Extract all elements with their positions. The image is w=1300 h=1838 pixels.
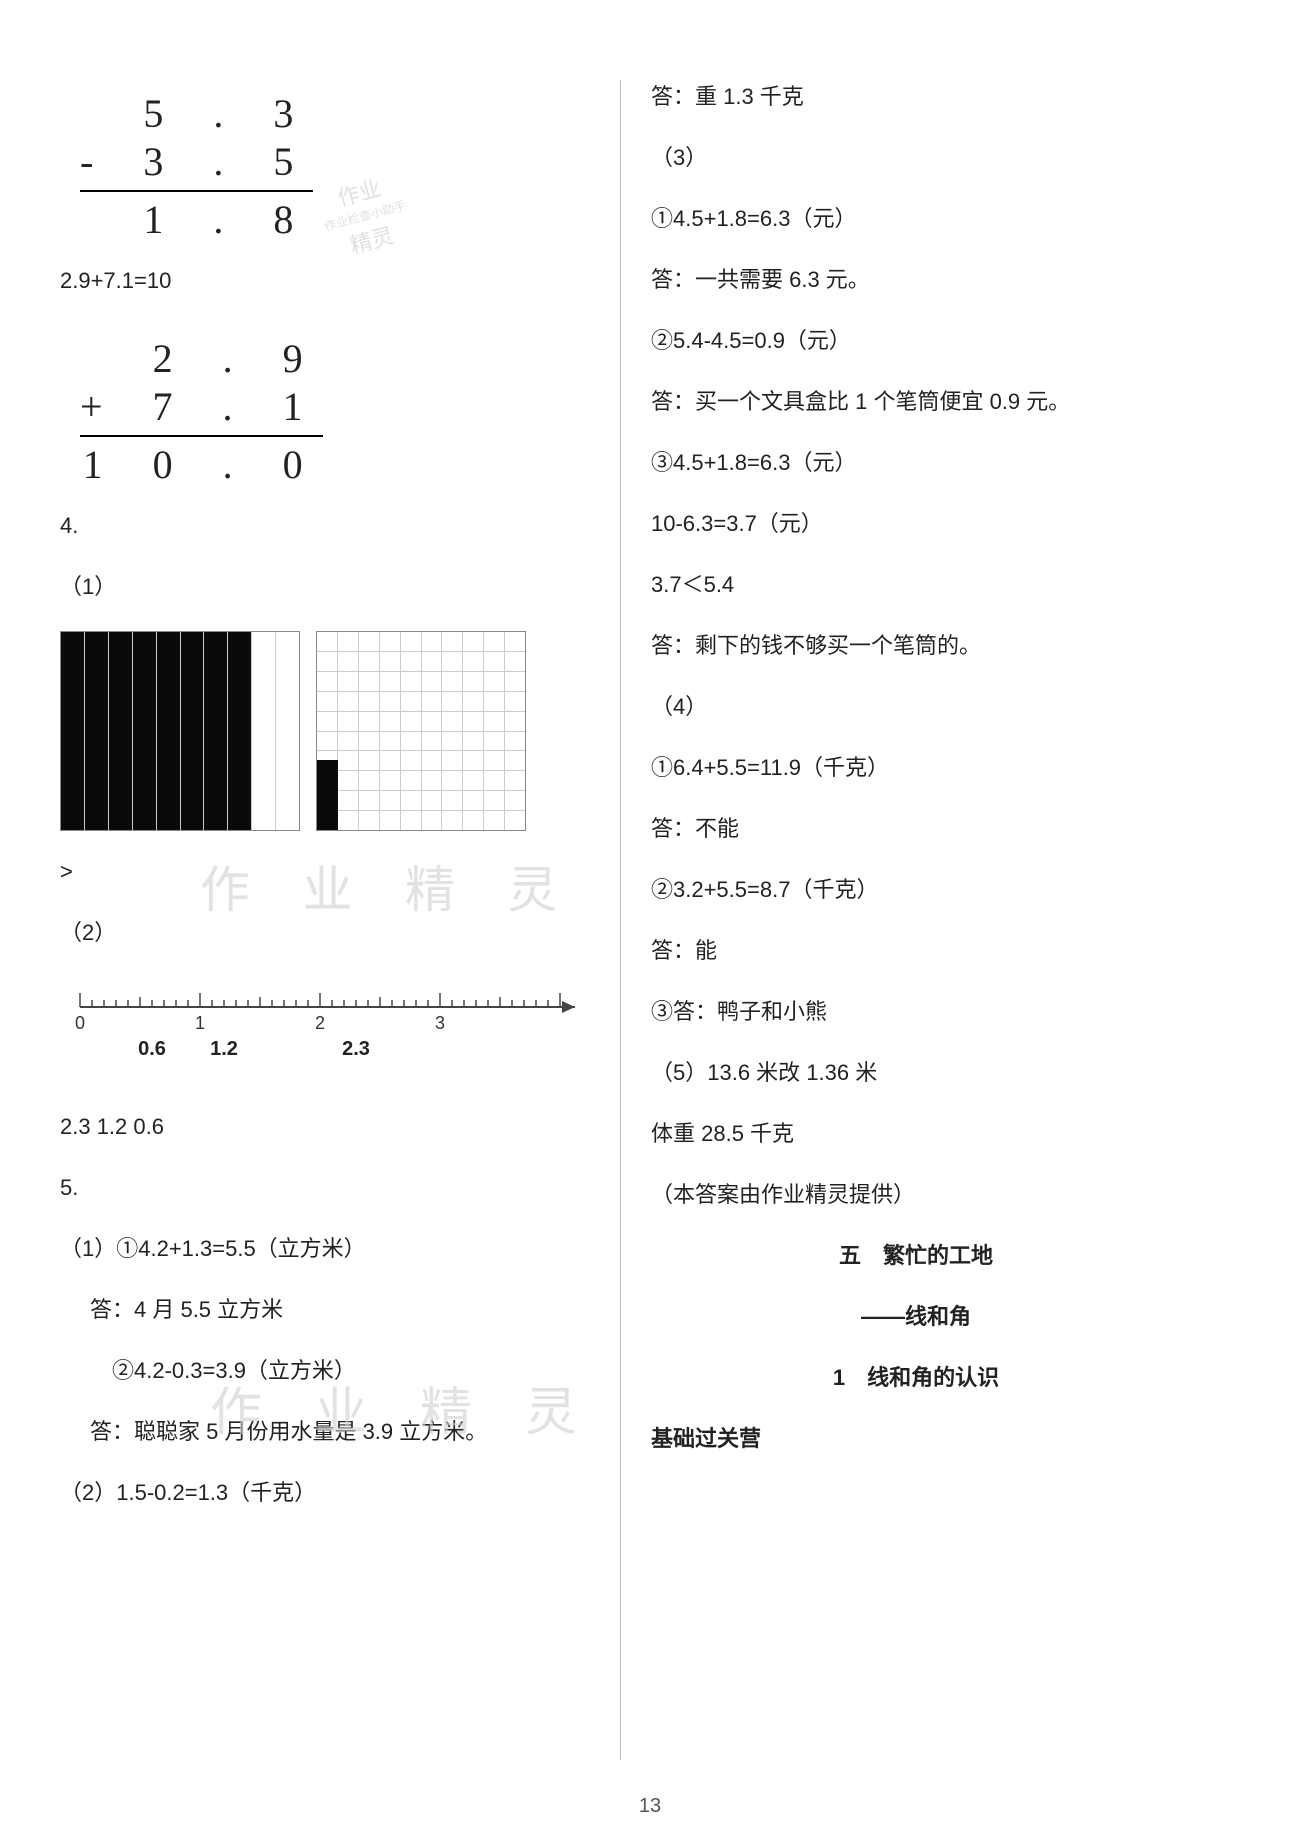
lesson-heading: 1 线和角的认识 (651, 1361, 1181, 1394)
text: （本答案由作业精灵提供） (651, 1178, 1181, 1211)
section-heading: 五 繁忙的工地 (651, 1239, 1181, 1272)
text: 答：重 1.3 千克 (651, 80, 1181, 113)
fraction-grids (60, 631, 590, 831)
svg-text:1.2: 1.2 (210, 1038, 238, 1060)
stamp-line: 精灵 (346, 218, 397, 260)
grid-right (316, 631, 526, 831)
math-rule (80, 190, 313, 192)
text: 4. (60, 509, 590, 542)
text: 10-6.3=3.7（元） (651, 507, 1181, 540)
text: 答：剩下的钱不够买一个笔筒的。 (651, 629, 1181, 662)
vertical-subtraction: 5 . 3 - 3 . 5 1 . 8 (80, 90, 313, 244)
math-rule (80, 435, 323, 437)
section-subheading: ——线和角 (651, 1300, 1181, 1333)
stamp-watermark: 作业 作业检查小助手 精灵 (298, 148, 433, 283)
text: ③答：鸭子和小熊 (651, 995, 1181, 1028)
math-row: 1 . 8 (80, 196, 313, 244)
text: ①6.4+5.5=11.9（千克） (651, 751, 1181, 784)
math-row: 5 . 3 (80, 90, 313, 138)
section-label: 基础过关营 (651, 1422, 1181, 1455)
svg-text:1: 1 (195, 1013, 205, 1033)
text: 答：聪聪家 5 月份用水量是 3.9 立方米。 (60, 1415, 590, 1448)
text: ②3.2+5.5=8.7（千克） (651, 873, 1181, 906)
text: （1）①4.2+1.3=5.5（立方米） (60, 1232, 590, 1265)
svg-text:3: 3 (435, 1013, 445, 1033)
math-row: + 7 . 1 (80, 383, 323, 431)
text: 答：能 (651, 934, 1181, 967)
stamp-line: 作业检查小助手 (322, 196, 408, 234)
equation: 2.9+7.1=10 (60, 264, 590, 297)
page-number: 13 (0, 1795, 1300, 1818)
text: （4） (651, 690, 1181, 723)
text: （2） (60, 916, 590, 949)
text: （3） (651, 141, 1181, 174)
text: 答：不能 (651, 812, 1181, 845)
text: ②4.2-0.3=3.9（立方米） (60, 1354, 590, 1387)
left-column: 5 . 3 - 3 . 5 1 . 8 作业 作业检查小助手 精灵 2.9+7.… (60, 80, 620, 1760)
answer-text: 2.3 1.2 0.6 (60, 1110, 590, 1143)
text: ①4.5+1.8=6.3（元） (651, 202, 1181, 235)
text: 3.7＜5.4 (651, 568, 1181, 601)
text: 答：买一个文具盒比 1 个笔筒便宜 0.9 元。 (651, 385, 1181, 418)
text: 答：4 月 5.5 立方米 (60, 1293, 590, 1326)
math-row: - 3 . 5 (80, 138, 313, 186)
svg-text:0: 0 (75, 1013, 85, 1033)
vertical-addition: 2 . 9 + 7 . 1 1 0 . 0 (80, 335, 323, 489)
text: （5）13.6 米改 1.36 米 (651, 1056, 1181, 1089)
text: 答：一共需要 6.3 元。 (651, 263, 1181, 296)
text: ③4.5+1.8=6.3（元） (651, 446, 1181, 479)
svg-text:2.3: 2.3 (342, 1038, 370, 1060)
text: （1） (60, 570, 590, 603)
comparison-result: > (60, 855, 590, 888)
stamp-line: 作业 (333, 170, 384, 212)
svg-text:2: 2 (315, 1013, 325, 1033)
math-row: 1 0 . 0 (80, 441, 323, 489)
svg-text:0.6: 0.6 (138, 1038, 166, 1060)
math-row: 2 . 9 (80, 335, 323, 383)
grid-left (60, 631, 300, 831)
number-line-svg: 0 1 2 3 0.6 1.2 2.3 (60, 977, 580, 1077)
text: 体重 28.5 千克 (651, 1117, 1181, 1150)
text: ②5.4-4.5=0.9（元） (651, 324, 1181, 357)
text: （2）1.5-0.2=1.3（千克） (60, 1476, 590, 1509)
number-line: 0 1 2 3 0.6 1.2 2.3 (60, 977, 590, 1082)
right-column: 答：重 1.3 千克 （3） ①4.5+1.8=6.3（元） 答：一共需要 6.… (621, 80, 1181, 1760)
text: 5. (60, 1171, 590, 1204)
